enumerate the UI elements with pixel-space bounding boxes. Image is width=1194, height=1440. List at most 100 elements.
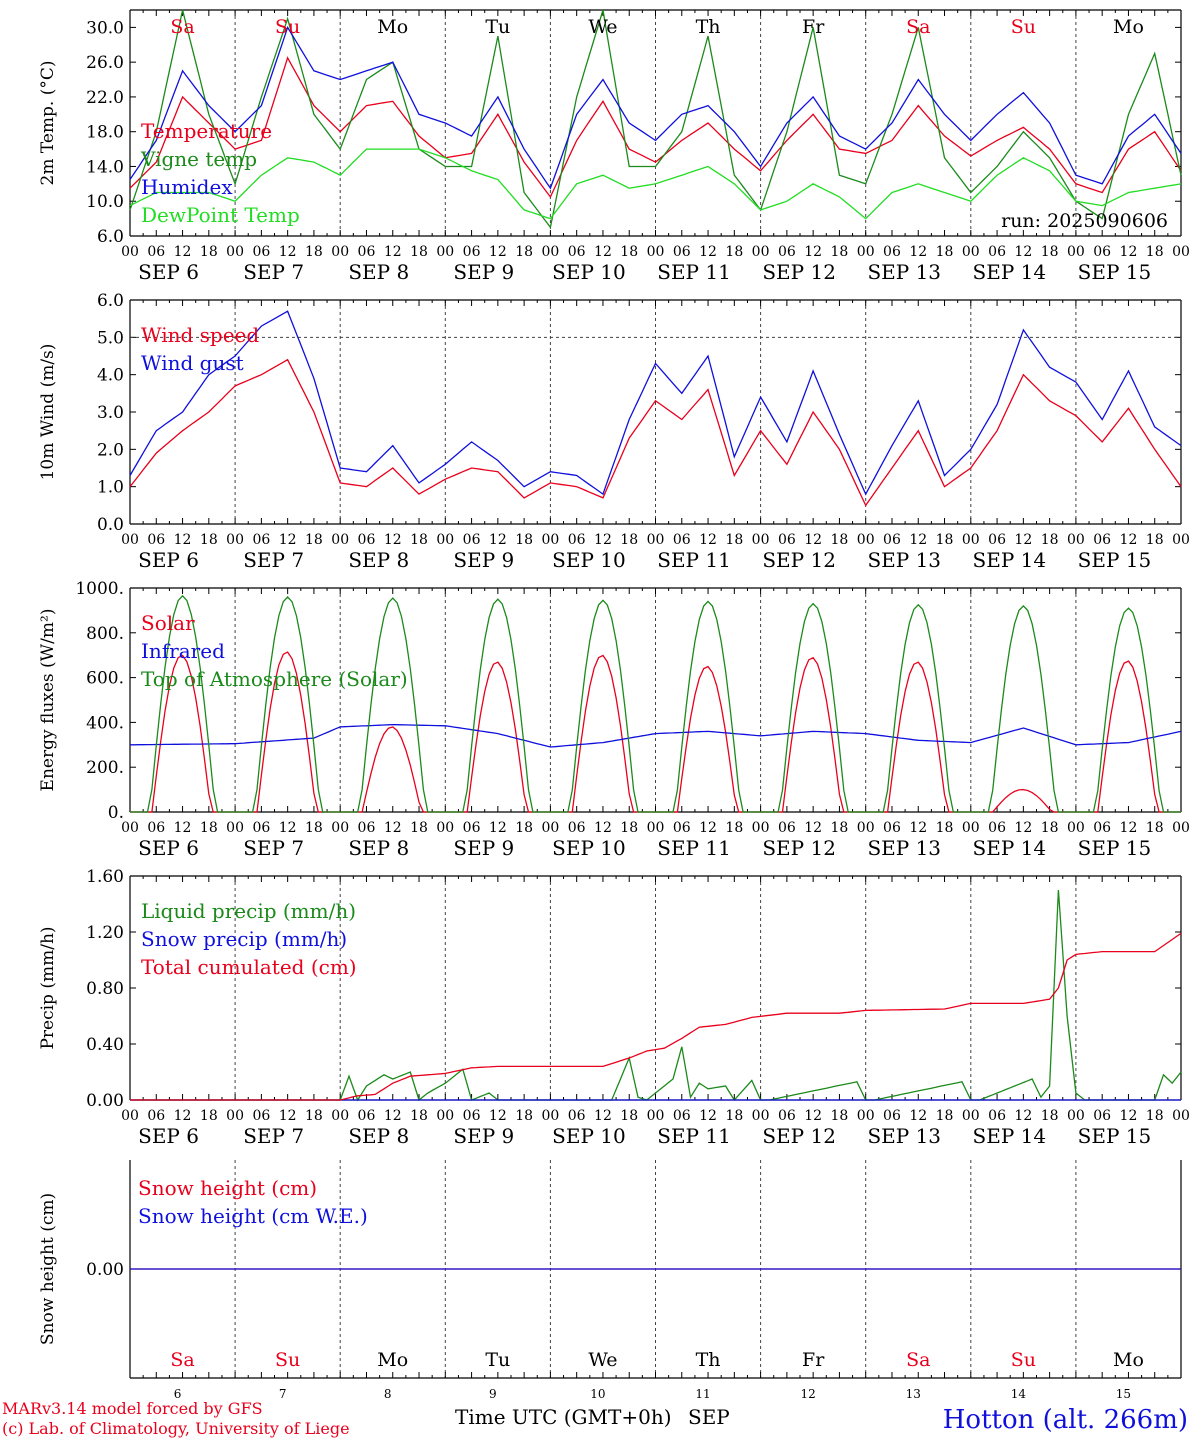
panel-2: 0.0 1.0 2.0 3.0 4.0 5.0 6.0 10m Wind (m/s) Wind …: [38, 291, 1190, 572]
hour-tick-label: 12: [489, 820, 507, 836]
day-number-label: 10: [590, 1387, 605, 1401]
hour-tick-label: 00: [1172, 820, 1190, 836]
hour-tick-label: 06: [1093, 244, 1111, 260]
hour-tick-label: 06: [778, 820, 796, 836]
weekday-label: Fr: [802, 16, 825, 38]
date-label: SEP 15: [1078, 836, 1152, 860]
y-tick-label: 10.0: [86, 192, 124, 212]
hour-tick-label: 00: [647, 244, 665, 260]
hour-tick-label: 00: [857, 244, 875, 260]
hour-tick-label: 06: [463, 820, 481, 836]
y-tick-label: 5.0: [97, 328, 124, 348]
hour-tick-label: 06: [988, 532, 1006, 548]
legend-entry: Wind speed: [141, 323, 259, 347]
date-label: SEP 9: [453, 1124, 514, 1148]
hour-tick-label: 06: [1093, 820, 1111, 836]
date-label: SEP 11: [657, 836, 731, 860]
hour-tick-label: 18: [515, 532, 533, 548]
legend-entry: Solar: [141, 611, 195, 635]
legend-entry: Humidex: [141, 175, 233, 199]
hour-tick-label: 12: [279, 1108, 297, 1124]
hour-tick-label: 18: [1041, 244, 1059, 260]
credit-model: MARv3.14 model forced by GFS: [2, 1399, 263, 1418]
legend-entry: Wind gust: [141, 351, 244, 375]
date-label: SEP 13: [867, 836, 941, 860]
hour-tick-label: 00: [121, 820, 139, 836]
hour-tick-label: 00: [962, 820, 980, 836]
legend-entry: Temperature: [141, 119, 272, 143]
series-line-wind-gust: [129, 310, 1182, 496]
hour-tick-label: 06: [1093, 1108, 1111, 1124]
hour-tick-label: 18: [725, 532, 743, 548]
series-line-vigne-temp: [129, 9, 1182, 229]
hour-tick-label: 00: [541, 244, 559, 260]
weekday-label: Mo: [377, 16, 408, 38]
legend-entry: Infrared: [141, 639, 225, 663]
date-label: SEP 15: [1078, 548, 1152, 572]
hour-tick-label: 00: [226, 1108, 244, 1124]
hour-tick-label: 00: [1172, 532, 1190, 548]
weekday-label: Su: [1011, 16, 1036, 38]
hour-tick-label: 12: [384, 532, 402, 548]
hour-tick-label: 12: [384, 244, 402, 260]
hour-tick-label: 00: [541, 1108, 559, 1124]
hour-tick-label: 18: [725, 244, 743, 260]
date-label: SEP 11: [657, 1124, 731, 1148]
hour-tick-label: 06: [673, 244, 691, 260]
date-label: SEP 7: [243, 548, 304, 572]
hour-tick-label: 00: [121, 532, 139, 548]
y-tick-label: 6.0: [97, 227, 124, 247]
hour-tick-label: 00: [226, 532, 244, 548]
weekday-labels-top: Sa Su Mo Tu We Th Fr Sa Su Mo: [170, 16, 1144, 38]
day-number-label: 9: [489, 1387, 497, 1401]
hour-tick-label: 00: [962, 532, 980, 548]
hour-tick-label: 00: [331, 1108, 349, 1124]
hour-tick-label: 18: [305, 244, 323, 260]
date-label: SEP 11: [657, 548, 731, 572]
hour-tick-label: 18: [410, 244, 428, 260]
date-label: SEP 13: [867, 1124, 941, 1148]
legend-entry: Vigne temp: [140, 147, 257, 171]
hour-tick-label: 06: [147, 820, 165, 836]
panel-4: 0.00 0.40 0.80 1.20 1.60 Precip (mm/h) Liquid …: [38, 867, 1190, 1148]
hour-tick-label: 06: [883, 532, 901, 548]
hour-tick-label: 06: [147, 532, 165, 548]
x-axis-label: Time UTC (GMT+0h): [455, 1405, 672, 1429]
hour-tick-label: 12: [804, 1108, 822, 1124]
day-number-label: 8: [384, 1387, 392, 1401]
hour-tick-label: 06: [252, 532, 270, 548]
hour-tick-label: 00: [962, 244, 980, 260]
hour-tick-label: 12: [489, 1108, 507, 1124]
hour-tick-label: 06: [988, 1108, 1006, 1124]
hour-tick-label: 18: [1146, 820, 1164, 836]
weekday-label: Su: [275, 16, 300, 38]
hour-tick-label: 12: [279, 820, 297, 836]
hour-tick-label: 06: [358, 244, 376, 260]
hour-tick-label: 12: [804, 820, 822, 836]
hour-tick-label: 12: [699, 532, 717, 548]
weekday-label: Tu: [485, 1349, 510, 1371]
y-tick-label: 1.60: [86, 867, 124, 887]
hour-tick-label: 00: [1067, 820, 1085, 836]
hour-tick-label: 00: [752, 244, 770, 260]
day-number-label: 6: [174, 1387, 182, 1401]
y-tick-label: 22.0: [86, 88, 124, 108]
legend-entry: DewPoint Temp: [141, 203, 300, 227]
y-tick-label: 0.80: [86, 979, 124, 999]
hour-tick-label: 18: [725, 820, 743, 836]
hour-tick-label: 12: [594, 1108, 612, 1124]
hour-tick-label: 06: [568, 244, 586, 260]
hour-tick-label: 06: [358, 1108, 376, 1124]
y-tick-label: 0.40: [86, 1035, 124, 1055]
hour-tick-label: 18: [1041, 820, 1059, 836]
y-tick-label: 200.: [86, 758, 124, 778]
hour-tick-label: 06: [358, 820, 376, 836]
hour-tick-label: 12: [1120, 820, 1138, 836]
y-axis-label: 10m Wind (m/s): [38, 344, 58, 481]
date-label: SEP 6: [138, 836, 199, 860]
date-label: SEP 8: [348, 548, 409, 572]
y-tick-label: 4.0: [97, 366, 124, 386]
hour-tick-label: 06: [252, 1108, 270, 1124]
hour-tick-label: 18: [936, 244, 954, 260]
hour-tick-label: 18: [200, 532, 218, 548]
